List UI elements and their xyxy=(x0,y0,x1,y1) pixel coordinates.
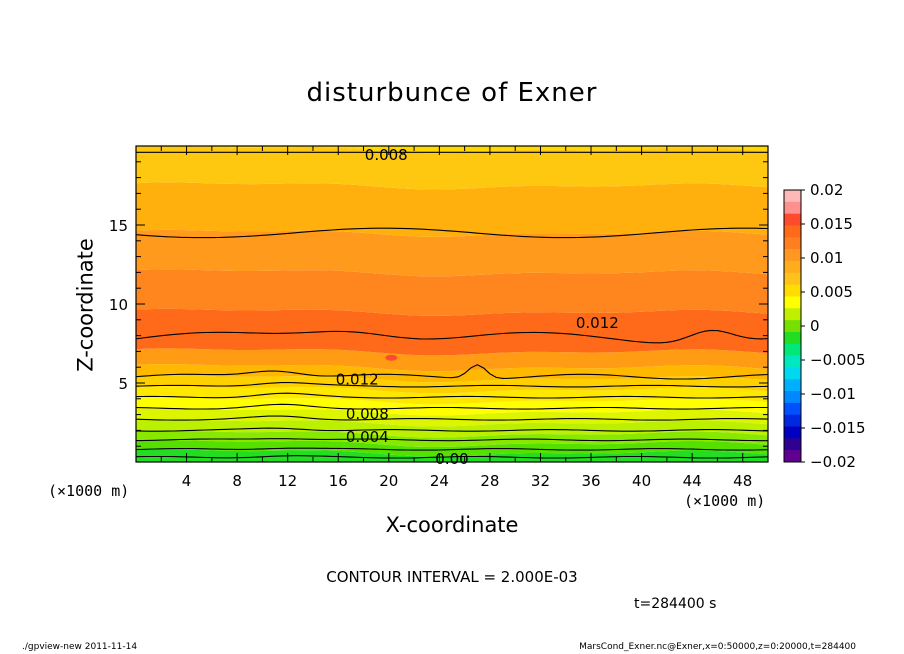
colorbar-tick-label: 0.005 xyxy=(810,283,853,301)
contour-band xyxy=(136,146,768,154)
colorbar-tick-label: −0.02 xyxy=(810,453,856,471)
contour-line xyxy=(136,438,768,442)
contour-band xyxy=(136,375,768,394)
contour-band xyxy=(136,449,768,462)
contour-line xyxy=(136,455,768,459)
colorbar-swatch xyxy=(784,402,801,416)
contour-label: 0.012 xyxy=(576,314,619,332)
contour-band xyxy=(136,408,768,427)
contour-lines xyxy=(136,151,768,459)
x-tick-label: 36 xyxy=(581,472,600,490)
contour-band xyxy=(136,146,768,190)
contour-line xyxy=(136,392,768,399)
x-tick-label: 8 xyxy=(232,472,242,490)
contour-line xyxy=(136,364,768,380)
contour-line xyxy=(136,427,768,432)
contour-band xyxy=(136,229,768,277)
colorbar-swatch xyxy=(784,450,801,463)
colorbar-tick-label: 0.01 xyxy=(810,249,843,267)
chart-title: disturbunce of Exner xyxy=(306,78,598,108)
colorbar-tick-label: 0 xyxy=(810,317,820,335)
contour-line xyxy=(136,227,768,239)
contour-band xyxy=(136,308,768,356)
contour-spot xyxy=(385,354,398,361)
colorbar-swatch xyxy=(784,320,801,333)
x-tick-label: 16 xyxy=(329,472,348,490)
contour-band xyxy=(136,439,768,457)
contour-band xyxy=(136,269,768,316)
contour-line xyxy=(136,381,768,388)
footer-left: ./gpview-new 2011-11-14 xyxy=(22,642,138,652)
colorbar-tick-label: −0.005 xyxy=(810,351,866,369)
contour-band xyxy=(136,364,768,383)
x-unit-left: (×1000 m) xyxy=(48,482,130,500)
contour-line xyxy=(136,329,768,344)
colorbar-swatch xyxy=(784,249,801,262)
colorbar-swatch xyxy=(784,308,801,321)
x-tick-label: 12 xyxy=(278,472,297,490)
y-tick-label: 5 xyxy=(118,375,128,393)
colorbar-swatch xyxy=(784,379,801,392)
x-axis-label: X-coordinate xyxy=(385,513,519,537)
colorbar-swatch xyxy=(784,343,801,357)
x-tick-label: 48 xyxy=(733,472,752,490)
contour-label: 0.012 xyxy=(336,370,379,388)
contour-band xyxy=(136,182,768,237)
contour-label: 0.008 xyxy=(346,405,389,423)
contour-labels: 0.008 0.012 0.012 0.008 0.004 0.00 xyxy=(336,146,619,468)
contour-label: 0.004 xyxy=(346,428,389,446)
contour-interval-note: CONTOUR INTERVAL = 2.000E-03 xyxy=(326,568,578,586)
colorbar-tick-label: 0.015 xyxy=(810,215,853,233)
contour-bands xyxy=(136,146,768,462)
colorbar-tick-label: −0.01 xyxy=(810,385,856,403)
x-unit-right: (×1000 m) xyxy=(684,492,766,510)
x-tick-label: 44 xyxy=(683,472,702,490)
x-tick-label: 24 xyxy=(430,472,449,490)
colorbar-swatch xyxy=(784,237,801,250)
x-tick-label: 40 xyxy=(632,472,651,490)
contour-line xyxy=(136,415,768,421)
colorbar-swatch xyxy=(784,355,801,368)
contour-label: 0.00 xyxy=(435,450,468,468)
contour-band xyxy=(136,419,768,438)
y-axis-label: Z-coordinate xyxy=(73,238,98,372)
x-tick-label: 28 xyxy=(480,472,499,490)
colorbar-swatch xyxy=(784,213,801,226)
contour-line xyxy=(136,403,768,410)
contour-band xyxy=(136,386,768,405)
colorbar-swatch xyxy=(784,367,801,380)
y-tick-label: 15 xyxy=(109,217,128,235)
contour-band xyxy=(136,430,768,448)
colorbar-swatch xyxy=(784,201,801,215)
colorbar-swatch xyxy=(784,426,801,439)
colorbar-swatch xyxy=(784,296,801,309)
colorbar-swatch xyxy=(784,190,801,203)
colorbar-tick-label: −0.015 xyxy=(810,419,866,437)
colorbar-swatch xyxy=(784,272,801,286)
colorbar-swatch xyxy=(784,414,801,428)
y-tick-label: 10 xyxy=(109,296,128,314)
colorbar-swatch xyxy=(784,331,801,345)
contour-label: 0.008 xyxy=(365,146,408,164)
x-tick-label: 32 xyxy=(531,472,550,490)
contour-band xyxy=(136,348,768,372)
contour-line xyxy=(136,447,768,451)
colorbar-swatch xyxy=(784,391,801,404)
footer-right: MarsCond_Exner.nc@Exner,x=0:50000,z=0:20… xyxy=(579,642,856,652)
colorbar-swatch xyxy=(784,284,801,297)
colorbar-swatch xyxy=(784,260,801,274)
colorbar-tick-label: 0.02 xyxy=(810,181,843,199)
time-note: t=284400 s xyxy=(634,596,717,612)
colorbar: 0.02 0.015 0.01 0.005 0 −0.005 −0.01 −0.015 −0.0… xyxy=(783,181,866,471)
x-tick-label: 20 xyxy=(379,472,398,490)
colorbar-swatch xyxy=(784,438,801,451)
contour-band xyxy=(136,397,768,416)
colorbar-swatch xyxy=(784,225,801,238)
x-tick-label: 4 xyxy=(182,472,192,490)
